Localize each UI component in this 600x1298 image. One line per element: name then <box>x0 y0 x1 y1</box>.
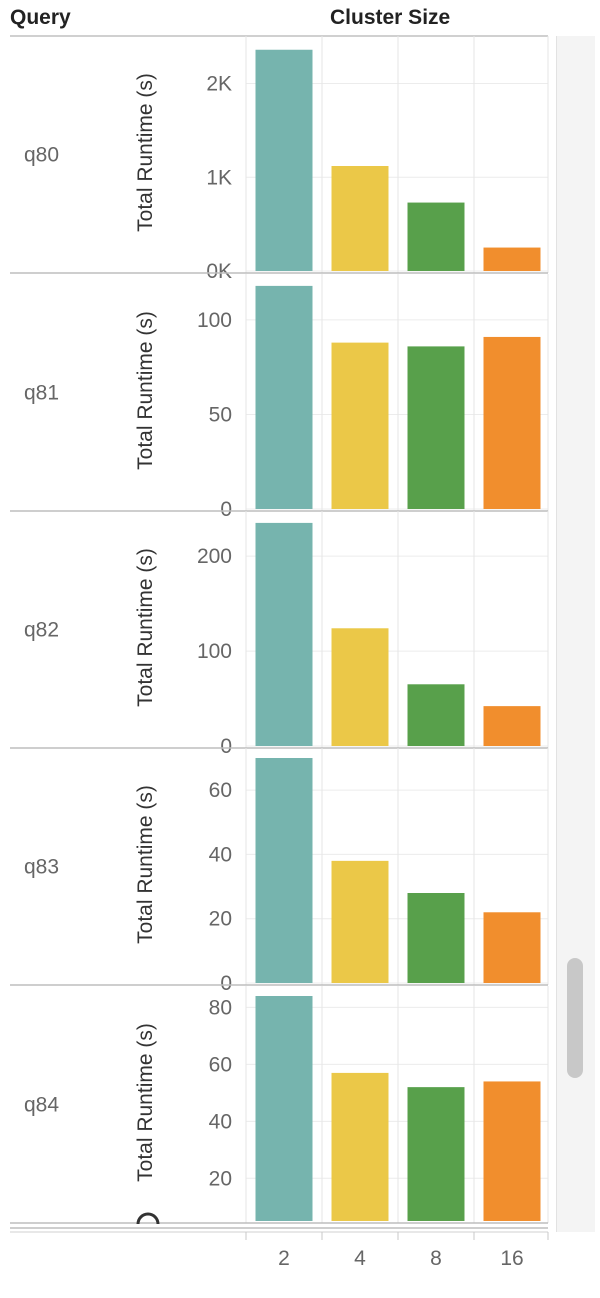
bar-q84-16 <box>483 1081 541 1221</box>
bar-q81-4 <box>331 342 389 509</box>
cluster-size-column-header: Cluster Size <box>330 6 451 29</box>
vertical-scrollbar-thumb[interactable] <box>567 958 583 1078</box>
bar-q84-2 <box>255 996 313 1221</box>
bar-q83-8 <box>407 893 465 983</box>
y-tick-label: 50 <box>209 403 232 426</box>
y-axis-title: Total Runtime (s) <box>134 73 157 232</box>
bar-q82-2 <box>255 522 313 746</box>
y-axis-title: Total Runtime (s) <box>134 1023 157 1182</box>
y-axis-title: Total Runtime (s) <box>134 785 157 944</box>
bar-q83-16 <box>483 912 541 983</box>
y-tick-label: 200 <box>197 545 232 568</box>
y-tick-label: 60 <box>209 779 232 802</box>
bar-q80-16 <box>483 247 541 271</box>
y-tick-label: 40 <box>209 1110 232 1133</box>
y-tick-label: 60 <box>209 1053 232 1076</box>
x-tick-label: 16 <box>500 1247 523 1270</box>
bar-q83-4 <box>331 860 389 983</box>
query-label-q80: q80 <box>24 144 59 167</box>
y-tick-label: 0 <box>220 498 232 521</box>
y-tick-label: 100 <box>197 309 232 332</box>
bar-q80-2 <box>255 49 313 271</box>
bar-q83-2 <box>255 758 313 983</box>
bar-q80-8 <box>407 202 465 271</box>
y-tick-label: 20 <box>209 1167 232 1190</box>
y-tick-label: 2K <box>206 73 232 96</box>
query-label-q83: q83 <box>24 856 59 879</box>
y-tick-label: 0 <box>220 735 232 758</box>
x-tick-label: 2 <box>278 1247 290 1270</box>
y-axis-title: Total Runtime (s) <box>134 311 157 470</box>
x-tick-label: 4 <box>354 1247 366 1270</box>
bar-q80-4 <box>331 166 389 271</box>
bar-q82-16 <box>483 706 541 746</box>
y-axis-title: Total Runtime (s) <box>134 548 157 707</box>
y-tick-label: 0 <box>220 972 232 995</box>
query-label-q82: q82 <box>24 619 59 642</box>
bar-q82-8 <box>407 684 465 746</box>
query-column-header: Query <box>10 6 71 29</box>
bar-q84-8 <box>407 1087 465 1221</box>
query-label-q81: q81 <box>24 382 59 405</box>
y-tick-label: 1K <box>206 166 232 189</box>
bar-q84-4 <box>331 1072 389 1221</box>
bar-q81-16 <box>483 336 541 509</box>
y-tick-label: 20 <box>209 908 232 931</box>
y-tick-label: 40 <box>209 843 232 866</box>
clipped-axis-title-fragment <box>136 1212 160 1225</box>
y-tick-label: 0K <box>206 260 232 283</box>
query-label-q84: q84 <box>24 1094 59 1117</box>
y-tick-label: 100 <box>197 640 232 663</box>
bar-q81-2 <box>255 285 313 509</box>
y-tick-label: 80 <box>209 996 232 1019</box>
bar-q81-8 <box>407 346 465 509</box>
bar-q82-4 <box>331 628 389 746</box>
x-tick-label: 8 <box>430 1247 442 1270</box>
